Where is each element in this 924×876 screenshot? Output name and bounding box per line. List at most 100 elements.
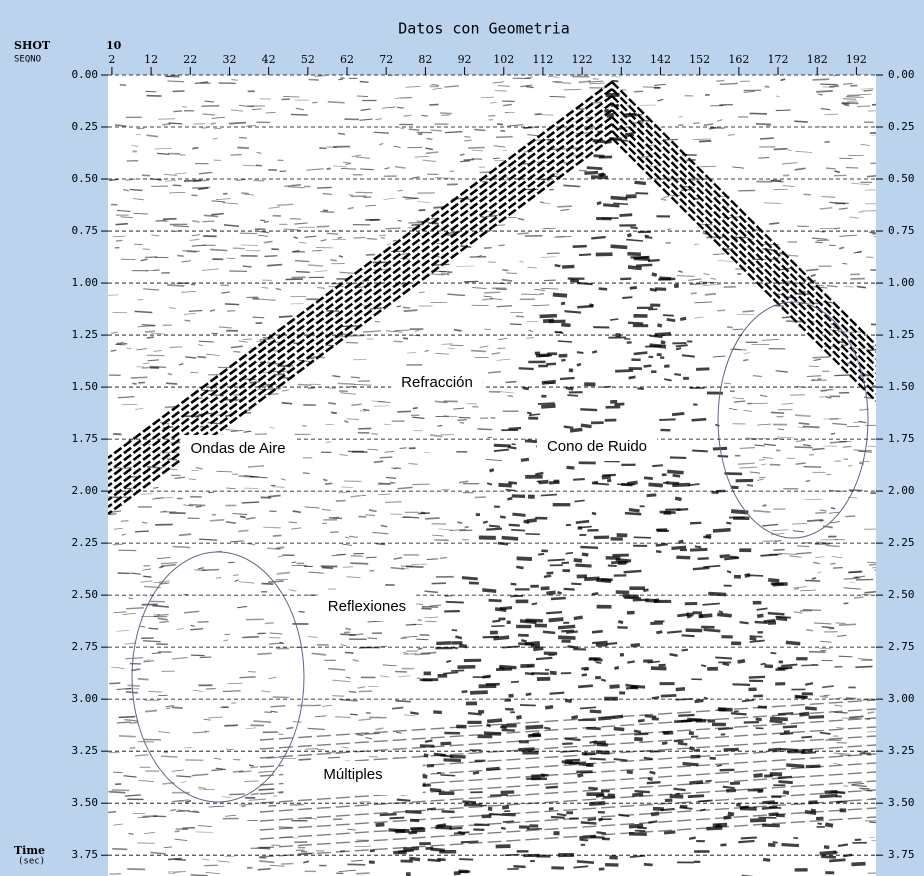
- noise-stroke: [142, 816, 157, 817]
- noise-stroke: [592, 482, 598, 483]
- y-tick-label-right: 1.50: [888, 380, 915, 393]
- noise-stroke: [459, 417, 471, 418]
- noise-stroke: [854, 597, 863, 598]
- noise-stroke: [749, 677, 765, 678]
- noise-stroke: [705, 294, 716, 295]
- noise-stroke: [838, 844, 848, 845]
- noise-stroke: [418, 620, 422, 621]
- noise-stroke: [521, 459, 529, 460]
- noise-stroke: [727, 327, 733, 328]
- noise-stroke: [296, 272, 310, 273]
- noise-stroke: [764, 666, 773, 667]
- noise-stroke: [627, 661, 634, 662]
- annotation: Reflexiones: [328, 598, 406, 615]
- noise-stroke: [538, 554, 544, 555]
- noise-stroke: [418, 648, 423, 649]
- noise-stroke: [607, 480, 611, 481]
- noise-stroke: [527, 520, 537, 521]
- noise-stroke: [273, 535, 282, 536]
- noise-stroke: [392, 707, 403, 708]
- noise-stroke: [824, 142, 829, 143]
- noise-stroke: [602, 477, 611, 478]
- noise-stroke: [161, 756, 178, 757]
- noise-stroke: [762, 802, 774, 803]
- noise-stroke: [359, 691, 373, 692]
- y-tick-label: 3.00: [72, 692, 99, 705]
- noise-stroke: [484, 292, 500, 293]
- noise-stroke: [460, 422, 464, 423]
- y-axis-unit: (sec): [18, 857, 45, 867]
- noise-stroke: [577, 364, 581, 365]
- noise-stroke: [109, 683, 120, 684]
- noise-stroke: [859, 788, 869, 789]
- noise-stroke: [394, 341, 403, 342]
- noise-stroke: [820, 696, 828, 697]
- noise-stroke: [579, 840, 588, 841]
- noise-stroke: [303, 473, 310, 474]
- noise-stroke: [678, 715, 694, 716]
- y-tick-label-right: 3.75: [888, 848, 915, 861]
- noise-stroke: [851, 864, 865, 865]
- noise-stroke: [689, 733, 694, 734]
- noise-stroke: [794, 447, 812, 448]
- noise-stroke: [819, 397, 827, 398]
- noise-stroke: [341, 168, 356, 169]
- noise-stroke: [757, 615, 763, 616]
- noise-stroke: [567, 395, 578, 396]
- noise-stroke: [295, 261, 310, 262]
- noise-stroke: [776, 618, 787, 619]
- noise-stroke: [731, 713, 747, 714]
- noise-stroke: [616, 560, 631, 561]
- noise-stroke: [488, 809, 492, 810]
- noise-stroke: [358, 381, 370, 382]
- noise-stroke: [690, 549, 707, 550]
- noise-stroke: [489, 600, 502, 601]
- noise-stroke: [545, 707, 553, 708]
- noise-stroke: [815, 512, 826, 513]
- noise-stroke: [614, 404, 624, 405]
- noise-stroke: [526, 338, 534, 339]
- y-axis-label: Time: [14, 844, 45, 857]
- noise-stroke: [281, 864, 293, 865]
- noise-stroke: [566, 631, 578, 632]
- noise-stroke: [464, 140, 471, 141]
- noise-stroke: [768, 749, 781, 750]
- noise-stroke: [695, 546, 701, 547]
- noise-stroke: [554, 237, 565, 238]
- noise-stroke: [416, 639, 429, 640]
- noise-stroke: [452, 630, 458, 631]
- noise-stroke: [663, 482, 668, 483]
- noise-stroke: [227, 683, 242, 684]
- noise-stroke: [738, 841, 754, 842]
- noise-stroke: [743, 360, 748, 361]
- noise-stroke: [747, 575, 763, 576]
- noise-stroke: [357, 96, 368, 97]
- noise-stroke: [676, 345, 688, 346]
- noise-stroke: [834, 712, 847, 713]
- noise-stroke: [293, 722, 302, 723]
- noise-stroke: [489, 470, 493, 471]
- noise-stroke: [542, 382, 556, 383]
- noise-stroke: [609, 857, 617, 858]
- noise-stroke: [604, 110, 609, 111]
- noise-stroke: [385, 451, 395, 452]
- noise-stroke: [497, 124, 503, 125]
- noise-stroke: [516, 567, 523, 568]
- x-tick-label: 162: [728, 53, 749, 66]
- noise-stroke: [821, 857, 836, 858]
- noise-stroke: [464, 137, 470, 138]
- noise-stroke: [677, 276, 695, 277]
- noise-stroke: [599, 289, 607, 290]
- noise-stroke: [267, 265, 282, 266]
- noise-stroke: [592, 513, 596, 514]
- noise-stroke: [772, 584, 787, 585]
- noise-stroke: [548, 560, 565, 561]
- noise-stroke: [565, 553, 572, 554]
- noise-stroke: [726, 523, 731, 524]
- noise-stroke: [596, 662, 602, 663]
- noise-stroke: [587, 168, 603, 169]
- noise-stroke: [793, 838, 798, 839]
- noise-stroke: [501, 828, 506, 829]
- noise-stroke: [490, 795, 508, 796]
- noise-stroke: [512, 444, 516, 445]
